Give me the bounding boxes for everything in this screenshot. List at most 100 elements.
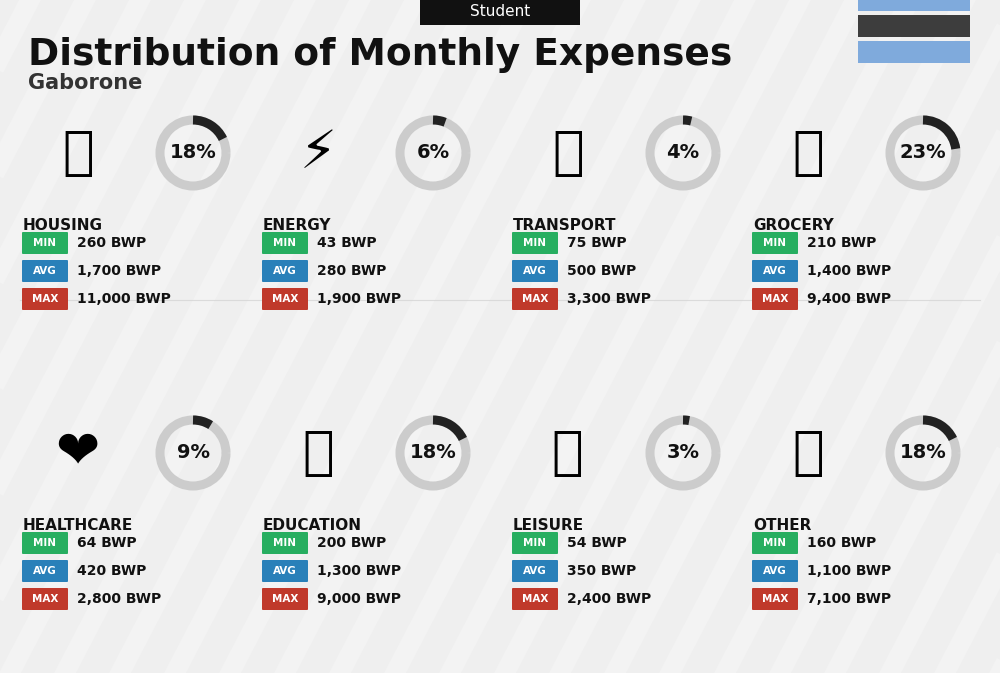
Text: MIN: MIN [274, 538, 296, 548]
FancyBboxPatch shape [262, 560, 308, 582]
Text: MAX: MAX [272, 594, 298, 604]
Text: 1,700 BWP: 1,700 BWP [77, 264, 161, 278]
Text: 500 BWP: 500 BWP [567, 264, 636, 278]
Text: MAX: MAX [32, 294, 58, 304]
Text: ENERGY: ENERGY [263, 218, 332, 233]
Text: GROCERY: GROCERY [753, 218, 834, 233]
Text: 🛒: 🛒 [792, 127, 824, 179]
Text: 23%: 23% [900, 143, 946, 162]
Text: 1,900 BWP: 1,900 BWP [317, 292, 401, 306]
Text: OTHER: OTHER [753, 518, 811, 533]
FancyBboxPatch shape [512, 532, 558, 554]
Text: 🏢: 🏢 [62, 127, 94, 179]
FancyBboxPatch shape [22, 288, 68, 310]
Text: 1,400 BWP: 1,400 BWP [807, 264, 891, 278]
Text: AVG: AVG [273, 566, 297, 576]
Text: 3%: 3% [666, 444, 700, 462]
FancyBboxPatch shape [262, 588, 308, 610]
Text: 1,100 BWP: 1,100 BWP [807, 564, 891, 578]
Text: 18%: 18% [170, 143, 216, 162]
FancyBboxPatch shape [512, 232, 558, 254]
Text: MIN: MIN [34, 238, 56, 248]
FancyBboxPatch shape [858, 41, 970, 63]
Text: HEALTHCARE: HEALTHCARE [23, 518, 133, 533]
FancyBboxPatch shape [752, 260, 798, 282]
Text: MAX: MAX [762, 594, 788, 604]
Text: 160 BWP: 160 BWP [807, 536, 876, 550]
FancyBboxPatch shape [22, 560, 68, 582]
Text: AVG: AVG [273, 266, 297, 276]
Text: MIN: MIN [764, 538, 786, 548]
FancyBboxPatch shape [262, 532, 308, 554]
FancyBboxPatch shape [22, 232, 68, 254]
FancyBboxPatch shape [512, 588, 558, 610]
Text: MAX: MAX [522, 294, 548, 304]
Text: MAX: MAX [522, 594, 548, 604]
FancyBboxPatch shape [752, 232, 798, 254]
Text: MAX: MAX [762, 294, 788, 304]
Text: MAX: MAX [32, 594, 58, 604]
Text: MIN: MIN [274, 238, 296, 248]
Text: 260 BWP: 260 BWP [77, 236, 146, 250]
Text: ❤️: ❤️ [56, 427, 100, 479]
Text: AVG: AVG [523, 266, 547, 276]
Text: Distribution of Monthly Expenses: Distribution of Monthly Expenses [28, 37, 732, 73]
FancyBboxPatch shape [858, 15, 970, 37]
Text: 🛍️: 🛍️ [552, 427, 584, 479]
Text: ⚡: ⚡ [300, 127, 336, 179]
Text: 3,300 BWP: 3,300 BWP [567, 292, 651, 306]
FancyBboxPatch shape [512, 288, 558, 310]
Text: 75 BWP: 75 BWP [567, 236, 627, 250]
FancyBboxPatch shape [420, 0, 580, 25]
Text: LEISURE: LEISURE [513, 518, 584, 533]
FancyBboxPatch shape [752, 560, 798, 582]
Text: MIN: MIN [34, 538, 56, 548]
Text: 350 BWP: 350 BWP [567, 564, 636, 578]
Text: 6%: 6% [416, 143, 450, 162]
Text: MIN: MIN [524, 238, 546, 248]
FancyBboxPatch shape [262, 288, 308, 310]
Text: 7,100 BWP: 7,100 BWP [807, 592, 891, 606]
Text: AVG: AVG [523, 566, 547, 576]
Text: 280 BWP: 280 BWP [317, 264, 386, 278]
Text: 2,400 BWP: 2,400 BWP [567, 592, 651, 606]
FancyBboxPatch shape [752, 588, 798, 610]
FancyBboxPatch shape [22, 588, 68, 610]
FancyBboxPatch shape [262, 232, 308, 254]
Text: 18%: 18% [900, 444, 946, 462]
Text: AVG: AVG [763, 266, 787, 276]
Text: MIN: MIN [764, 238, 786, 248]
FancyBboxPatch shape [752, 288, 798, 310]
Text: 43 BWP: 43 BWP [317, 236, 377, 250]
Text: 🚌: 🚌 [552, 127, 584, 179]
Text: 1,300 BWP: 1,300 BWP [317, 564, 401, 578]
Text: 9,000 BWP: 9,000 BWP [317, 592, 401, 606]
Text: MAX: MAX [272, 294, 298, 304]
Text: 🎓: 🎓 [302, 427, 334, 479]
Text: 54 BWP: 54 BWP [567, 536, 627, 550]
Text: 9,400 BWP: 9,400 BWP [807, 292, 891, 306]
Text: 9%: 9% [176, 444, 210, 462]
FancyBboxPatch shape [752, 532, 798, 554]
Text: HOUSING: HOUSING [23, 218, 103, 233]
Text: 64 BWP: 64 BWP [77, 536, 137, 550]
FancyBboxPatch shape [512, 260, 558, 282]
FancyBboxPatch shape [22, 532, 68, 554]
FancyBboxPatch shape [858, 0, 970, 11]
Text: AVG: AVG [33, 566, 57, 576]
FancyBboxPatch shape [512, 560, 558, 582]
Text: Gaborone: Gaborone [28, 73, 142, 93]
Text: 200 BWP: 200 BWP [317, 536, 386, 550]
Text: 11,000 BWP: 11,000 BWP [77, 292, 171, 306]
FancyBboxPatch shape [262, 260, 308, 282]
Text: EDUCATION: EDUCATION [263, 518, 362, 533]
Text: 4%: 4% [666, 143, 700, 162]
Text: 420 BWP: 420 BWP [77, 564, 146, 578]
Text: 18%: 18% [410, 444, 456, 462]
Text: TRANSPORT: TRANSPORT [513, 218, 616, 233]
Text: 210 BWP: 210 BWP [807, 236, 876, 250]
FancyBboxPatch shape [22, 260, 68, 282]
Text: 2,800 BWP: 2,800 BWP [77, 592, 161, 606]
Text: MIN: MIN [524, 538, 546, 548]
Text: 👜: 👜 [792, 427, 824, 479]
